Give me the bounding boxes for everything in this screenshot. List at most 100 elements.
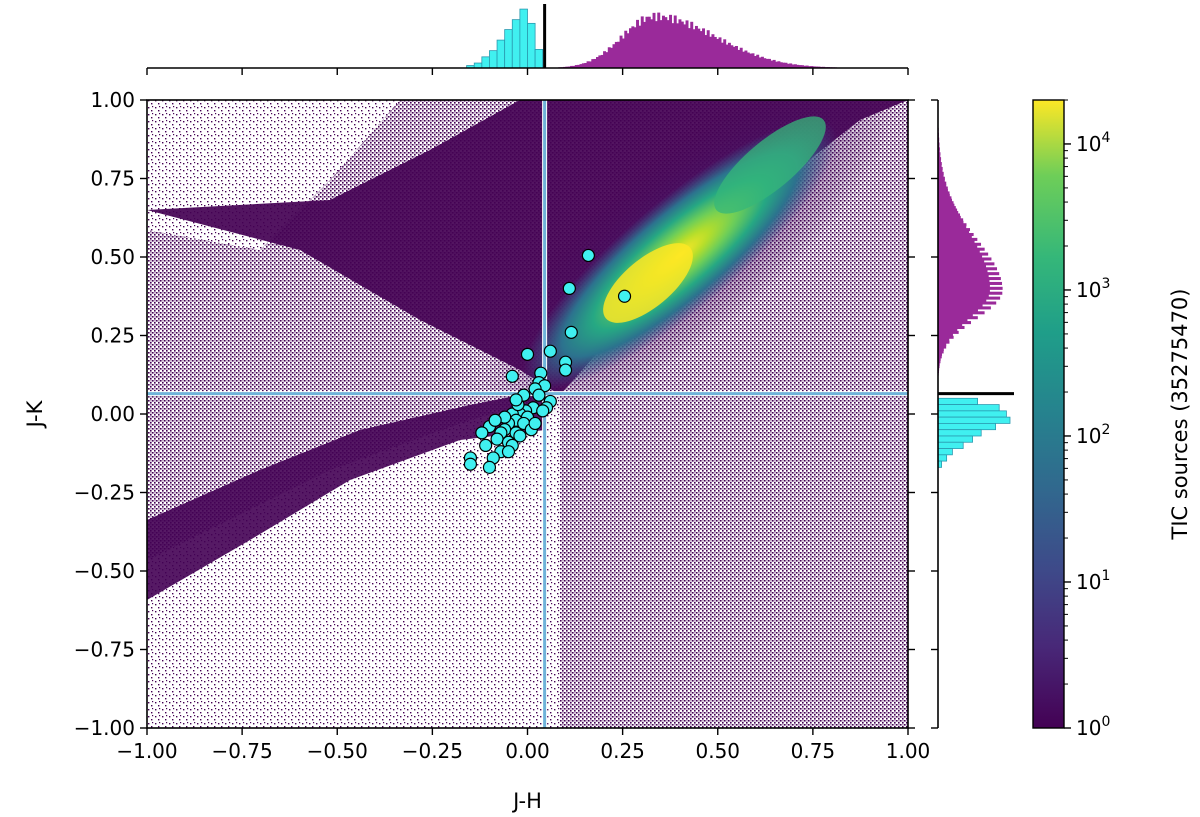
scatter-point [513,429,527,443]
top-hist-bar-above-cut [751,53,755,68]
top-hist-bar-above-cut [645,16,649,69]
right-hist-bar-above-cut [938,154,941,158]
scatter-point [543,344,557,358]
top-hist-bar-above-cut [786,63,790,68]
right-hist-bar-above-cut [938,323,963,327]
right-hist-bar-above-cut [938,350,944,354]
right-hist-bar-above-cut [938,299,987,303]
right-hist-bar-below-cut [937,448,953,456]
right-hist-bar-above-cut [938,277,1001,281]
colorbar-tick-label: 101 [1076,568,1110,594]
top-hist-bar-above-cut [803,65,807,68]
right-hist-bar-below-cut [937,416,1011,424]
right-hist-bar-above-cut [938,294,989,298]
right-hist-bar-above-cut [938,196,952,200]
top-hist-bar-above-cut [749,53,753,68]
right-hist-bar-above-cut [938,281,1003,285]
y-tick-label: −0.50 [74,559,135,583]
x-tick-label: −0.50 [307,739,368,763]
y-axis: −1.00 −0.75 −0.50 −0.25 0.00 0.25 0.50 0.75 1.00 [74,88,147,740]
top-hist-bar-above-cut [621,38,625,68]
top-hist-bar-above-cut [723,39,727,68]
density-background [147,100,908,728]
right-hist-bar-above-cut [938,235,972,239]
top-hist-bar-above-cut [669,14,673,68]
right-hist-bar-above-cut [938,316,978,320]
top-hist-bar-above-cut [746,52,750,68]
right-hist-bar-above-cut [938,296,1001,300]
right-hist-bar-above-cut [938,311,985,315]
top-hist-bar-above-cut [808,66,812,68]
right-hist-bar-above-cut [938,174,944,178]
top-hist-bar-above-cut [586,61,590,68]
top-hist-bar-above-cut [631,26,635,68]
right-hist-bar-above-cut [938,303,983,307]
top-hist-bar-above-cut [596,57,599,68]
right-hist-bar-above-cut [938,157,942,161]
right-hist-bar-above-cut [938,335,954,339]
colorbar-tick-label: 103 [1076,276,1110,302]
sparse-lower-region [147,395,560,728]
right-hist-bar-above-cut [938,232,974,237]
right-hist-bar-above-cut [938,352,943,356]
x-tick-label: 1.00 [886,739,931,763]
scatter-point [617,289,632,303]
right-hist-bar-above-cut [938,152,941,156]
right-hist-bar-above-cut [938,362,940,366]
top-hist-bar-above-cut [636,19,640,69]
top-hist-bar-above-cut [588,61,592,68]
top-hist-bar-above-cut [765,58,769,68]
right-hist-bar-above-cut [938,171,944,175]
scatter-point [520,347,535,361]
top-hist-bar-above-cut [791,64,795,68]
top-hist-bar-above-cut [777,61,781,68]
top-hist-bar-above-cut [581,63,585,68]
top-hist-bar-above-cut [798,65,802,68]
top-hist-bar-above-cut [702,28,705,68]
scatter-point [536,404,550,418]
right-hist-bar-above-cut [938,159,941,163]
right-hist-bar-above-cut [938,191,950,195]
right-hist-bar-above-cut [938,289,990,293]
top-hist-bar-above-cut [605,52,609,68]
right-hist-bar-above-cut [938,188,948,193]
right-hist-bar-above-cut [938,360,941,364]
right-axis-ticks [931,99,938,729]
colorbar-ticks: 100 101 102 103 104 [1064,99,1110,740]
main-plot: −1.00 −0.75 −0.50 −0.25 0.00 0.25 0.50 0.75 1.00… [23,88,931,813]
top-hist-bar-above-cut [727,42,731,68]
right-hist-bar-above-cut [938,330,959,334]
secondary-branch-region [147,390,545,600]
top-hist-bar-above-cut [716,38,720,68]
scatter-points [463,248,632,474]
right-hist-bar-above-cut [938,220,964,224]
right-hist-bar-above-cut [938,203,955,207]
right-hist-bar-above-cut [938,338,950,342]
right-hist-bar-above-cut [938,198,953,202]
top-hist-bar-above-cut [652,12,656,69]
top-hist-bar-above-cut [720,42,724,68]
y-tick-label: 0.00 [90,402,135,426]
y-tick-label: 0.25 [90,324,135,348]
y-tick-label: 0.50 [90,245,135,269]
right-hist-bar-above-cut [938,169,943,173]
top-hist-bar-above-cut [643,21,647,68]
top-hist-bar-above-cut [673,15,677,69]
scatter-point [501,445,516,459]
right-hist-bar-above-cut [938,355,942,359]
top-hist-bar-above-cut [692,29,696,68]
right-hist-bar-above-cut [938,240,975,244]
scatter-point [528,416,542,431]
right-hist-bar-above-cut [938,201,954,205]
ridge-upper [714,116,826,214]
top-hist-bar-above-cut [624,30,628,69]
right-hist-bar-above-cut [938,225,967,229]
right-marginal-histogram [931,99,1014,729]
right-hist-bar-above-cut [938,264,987,268]
top-hist-bar-below-cut [504,29,513,69]
top-hist-bar-above-cut [570,65,574,68]
right-hist-bar-above-cut [938,333,953,337]
x-tick-label: 0.00 [505,739,550,763]
right-hist-bar-above-cut [938,286,1003,290]
top-hist-bar-above-cut [782,62,786,68]
